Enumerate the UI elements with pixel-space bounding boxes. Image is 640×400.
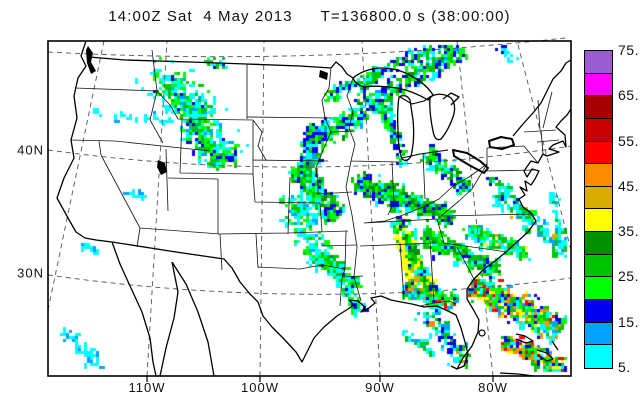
colorbar-cell: [585, 118, 612, 142]
x-axis-label: 90W: [365, 380, 395, 395]
pacific-coast: [56, 40, 113, 243]
state-borders: [70, 49, 560, 307]
puget-sound: [86, 46, 96, 74]
michigan-shorelines: [399, 96, 449, 159]
northeast-state-lines: [486, 91, 560, 172]
colorbar-cell: [585, 141, 612, 165]
parallel-30n: [47, 274, 572, 295]
colorbar-cell: [585, 73, 612, 97]
colorbar-cell: [585, 345, 612, 368]
colorbar-tick-label: 5.: [618, 359, 631, 375]
colorbar-cell: [585, 51, 612, 74]
colorbar-cell: [585, 254, 612, 278]
meridian-90w: [361, 40, 381, 377]
eastern-state-lines: [359, 152, 533, 307]
meridian-120w: [47, 40, 105, 311]
colorbar-cell: [585, 277, 612, 301]
x-axis-label: 80W: [478, 380, 508, 395]
meridian-110w: [146, 40, 168, 377]
lake-okeechobee: [478, 329, 486, 337]
meridian-70w: [516, 40, 572, 251]
colorbar-tick-label: 45.: [618, 177, 639, 194]
colorbar: [584, 50, 613, 369]
colorbar-tick-label: 65.: [618, 87, 639, 104]
colorbar-cell: [585, 186, 612, 210]
colorbar-cell: [585, 322, 612, 346]
meridian-100w: [259, 40, 265, 377]
coastline: [56, 40, 572, 377]
y-axis-label: 40N: [17, 142, 44, 158]
x-axis-label: 100W: [241, 380, 279, 395]
colorbar-tick-label: 55.: [618, 132, 639, 149]
x-axis-label: 110W: [128, 380, 166, 395]
western-state-lines: [70, 49, 349, 271]
baja-california: [111, 241, 215, 377]
colorbar-tick-label: 25.: [618, 268, 639, 285]
colorbar-cell: [585, 300, 612, 323]
lake-of-the-woods: [319, 70, 328, 80]
colorbar-cell: [585, 164, 612, 187]
lake-michigan: [397, 94, 415, 162]
colorbar-tick-label: 35.: [618, 223, 639, 240]
great-salt-lake: [157, 160, 167, 175]
canada-border-west: [88, 56, 354, 79]
colorbar-cell: [585, 96, 612, 119]
parallel-40n: [47, 145, 572, 168]
map-frame: [47, 40, 572, 377]
graticule-lines: [47, 37, 572, 377]
colorbar-tick-label: 15.: [618, 313, 639, 330]
parallel-50n: [47, 37, 566, 58]
central-state-lines: [255, 67, 400, 307]
colorbar-cell: [585, 232, 612, 255]
atlantic-coast: [456, 108, 572, 370]
y-axis-label: 30N: [17, 265, 44, 281]
colorbar-cell: [585, 209, 612, 233]
colorbar-tick-label: 75.: [618, 42, 639, 58]
mexico-border-gulf-coast: [111, 241, 469, 370]
x-axis-ticks: [146, 376, 494, 382]
cuba-bahamas-islands: [499, 333, 559, 377]
lake-erie: [452, 149, 489, 174]
great-lakes: [86, 46, 515, 337]
meridian-80w: [456, 40, 494, 377]
lake-huron: [429, 92, 460, 141]
canada-border-east: [512, 59, 572, 137]
lake-ontario: [488, 136, 515, 150]
